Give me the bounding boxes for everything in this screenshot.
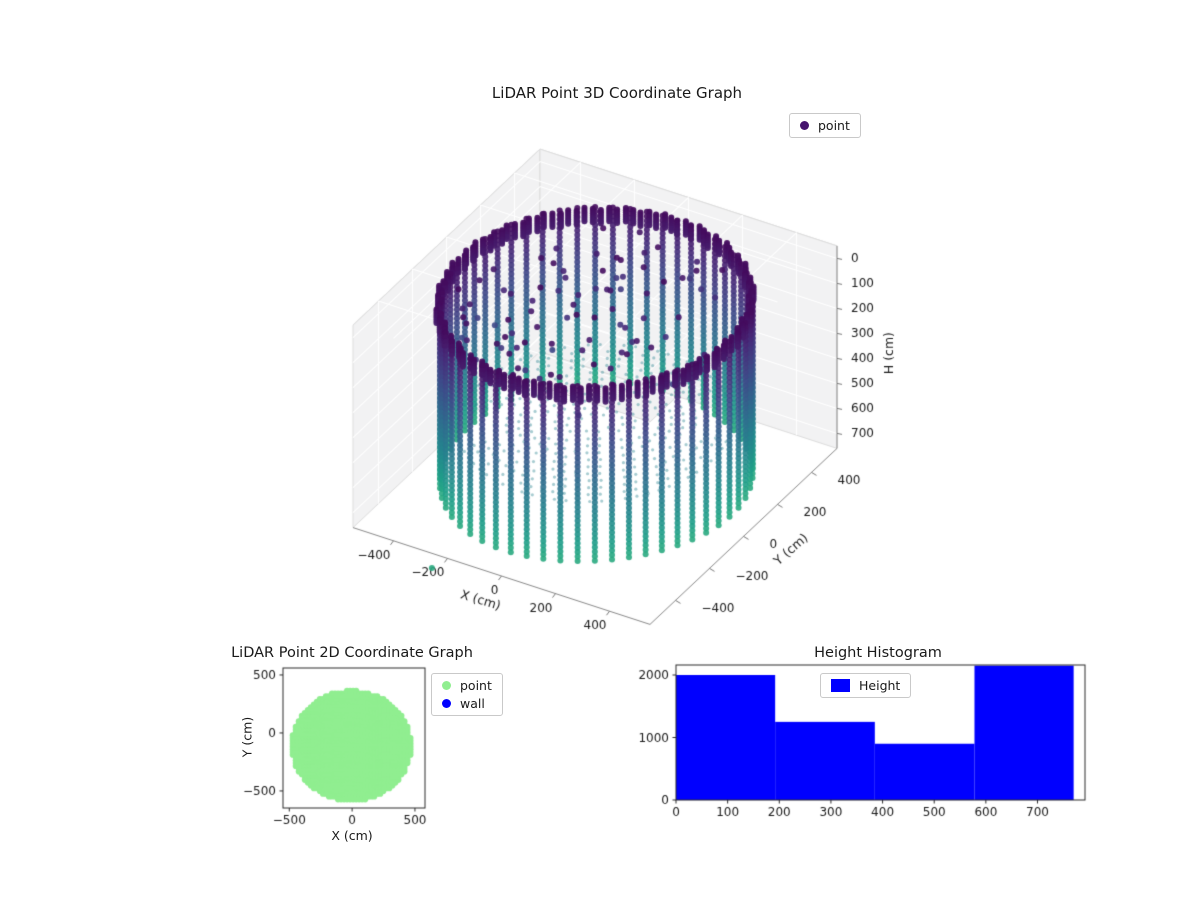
plot3d-legend: point <box>789 113 861 138</box>
plot2d-title: LiDAR Point 2D Coordinate Graph <box>231 645 473 661</box>
plot3d-title: LiDAR Point 3D Coordinate Graph <box>491 84 743 102</box>
plot2d-xaxis-label: X (cm) <box>331 828 373 843</box>
legend-item-wall-2d: wall <box>442 696 492 711</box>
height-swatch-icon <box>831 679 850 692</box>
height-legend-label: Height <box>859 678 901 693</box>
legend-item-point-2d: point <box>442 678 492 693</box>
histogram-title: Height Histogram <box>814 645 942 661</box>
legend-item-point-3d: point <box>800 118 850 133</box>
wall-marker-icon <box>442 699 451 708</box>
point-marker-icon <box>800 121 809 130</box>
point-legend-label: point <box>818 118 850 133</box>
histogram-legend: Height <box>820 673 912 698</box>
wall-legend-label: wall <box>460 696 485 711</box>
point-marker-icon <box>442 681 451 690</box>
plot2d-yaxis-label: Y (cm) <box>239 716 255 758</box>
plot2d-legend: point wall <box>431 673 503 716</box>
point-legend-label: point <box>460 678 492 693</box>
